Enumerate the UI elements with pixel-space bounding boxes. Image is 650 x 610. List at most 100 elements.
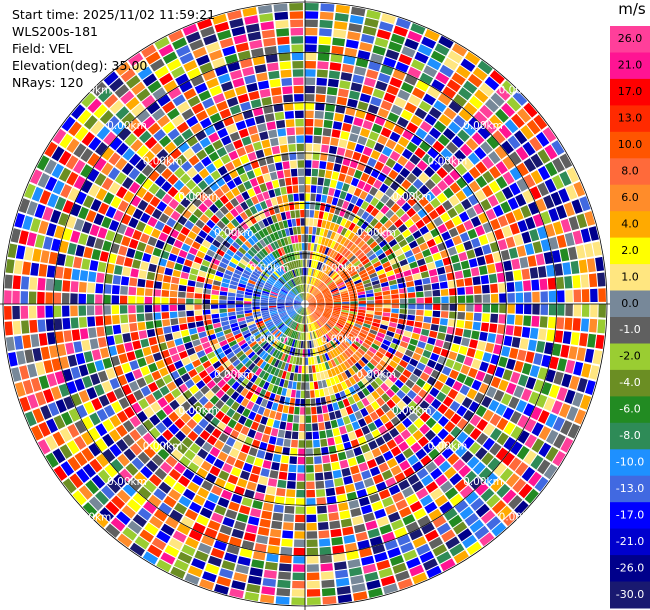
gate-cell (513, 385, 525, 398)
gate-cell (323, 292, 331, 297)
gate-cell (318, 318, 325, 325)
gate-cell (282, 286, 289, 292)
gate-cell (198, 370, 208, 379)
gate-cell (431, 282, 440, 290)
gate-cell (406, 320, 415, 327)
gate-cell (78, 317, 87, 328)
gate-cell (536, 394, 548, 408)
gate-cell (440, 480, 453, 493)
gate-cell (350, 6, 366, 17)
gate-cell (222, 360, 232, 369)
gate-cell (199, 355, 209, 364)
gate-cell (249, 567, 263, 577)
gate-cell (247, 188, 256, 198)
gate-cell (125, 97, 140, 111)
gate-cell (37, 277, 46, 291)
gate-cell (4, 321, 13, 336)
gate-cell (438, 114, 452, 127)
gate-cell (205, 365, 215, 374)
field-text: Field: VEL (12, 41, 73, 56)
gate-cell (270, 224, 277, 233)
gate-cell (476, 256, 486, 266)
gate-cell (136, 411, 148, 423)
gate-cell (390, 203, 401, 213)
gate-cell (163, 243, 173, 253)
gate-cell (148, 170, 160, 182)
gate-cell (59, 444, 73, 459)
gate-cell (349, 308, 358, 312)
gate-cell (316, 261, 321, 270)
gate-cell (295, 506, 305, 514)
gate-cell (236, 314, 245, 319)
gate-cell (310, 243, 315, 251)
gate-cell (371, 429, 381, 439)
gate-cell (340, 292, 349, 296)
gate-cell (438, 325, 447, 333)
gate-cell (299, 284, 303, 293)
gate-cell (62, 305, 70, 317)
gate-cell (424, 255, 434, 264)
gate-cell (275, 321, 283, 327)
gate-cell (386, 399, 396, 409)
gate-cell (262, 578, 276, 587)
gate-cell (231, 276, 240, 283)
gate-cell (306, 572, 320, 581)
gate-cell (283, 336, 289, 344)
gate-cell (292, 313, 298, 320)
gate-cell (285, 337, 290, 345)
gate-cell (192, 401, 203, 412)
gate-cell (266, 280, 274, 286)
gate-cell (282, 522, 294, 531)
gate-cell (321, 220, 327, 228)
gate-cell (201, 259, 211, 267)
gate-cell (198, 270, 207, 278)
gate-cell (120, 314, 129, 324)
gate-cell (309, 218, 314, 226)
gate-cell (196, 350, 206, 358)
gate-cell (211, 294, 219, 300)
gate-cell (412, 352, 422, 361)
gate-cell (219, 261, 228, 269)
gate-cell (46, 373, 58, 387)
gate-cell (24, 246, 34, 261)
gate-cell (289, 311, 296, 317)
colorbar-swatch (610, 264, 650, 292)
gate-cell (195, 364, 205, 374)
gate-cell (548, 236, 559, 250)
gate-cell (568, 216, 580, 231)
gate-cell (285, 301, 293, 303)
gate-cell (266, 254, 274, 263)
gate-cell (88, 327, 97, 339)
gate-cell (183, 88, 197, 100)
gate-cell (51, 358, 62, 372)
gate-cell (320, 263, 325, 271)
gate-cell (294, 305, 302, 309)
gate-cell (208, 132, 220, 143)
gate-cell (286, 245, 291, 253)
gate-cell (290, 448, 298, 456)
gate-cell (305, 374, 310, 382)
gate-cell (537, 226, 548, 240)
gate-cell (123, 257, 133, 267)
gate-cell (85, 479, 99, 495)
gate-cell (208, 192, 219, 203)
gate-cell (403, 330, 412, 338)
gate-cell (314, 389, 320, 398)
gate-cell (263, 569, 277, 579)
gate-cell (309, 302, 317, 304)
gate-cell (375, 351, 384, 359)
gate-cell (529, 327, 539, 340)
gate-cell (312, 348, 316, 356)
gate-cell (101, 381, 113, 393)
gate-cell (153, 289, 161, 297)
gate-cell (439, 501, 453, 514)
gate-cell (404, 218, 414, 228)
gate-cell (352, 276, 361, 282)
gate-cell (380, 127, 392, 138)
gate-cell (333, 305, 342, 308)
gate-cell (112, 121, 126, 136)
gate-cell (262, 372, 270, 381)
gate-cell (313, 243, 318, 252)
gate-cell (186, 135, 198, 147)
colorbar-tick-label: 26.0 (618, 32, 643, 45)
